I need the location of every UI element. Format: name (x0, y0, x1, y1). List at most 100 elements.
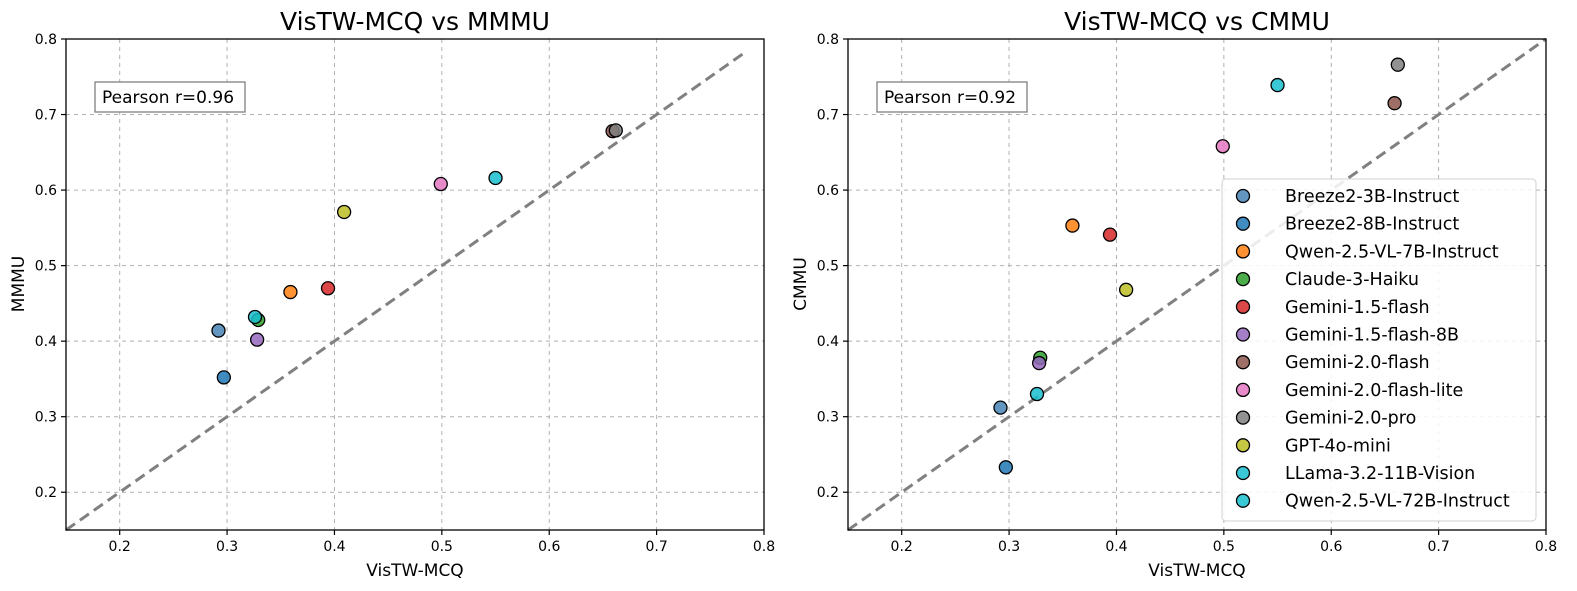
data-point (993, 400, 1008, 415)
legend-marker (1235, 188, 1251, 204)
legend-box (1221, 178, 1537, 522)
data-point (283, 284, 298, 300)
data-point (216, 370, 232, 385)
y-tick-label: 0.7 (817, 108, 839, 124)
legend-label: Qwen-2.5-VL-7B-Instruct (1285, 242, 1499, 262)
x-tick-label: 0.6 (538, 539, 560, 555)
legend-label: Gemini-1.5-flash (1285, 298, 1430, 318)
data-point (1102, 227, 1118, 242)
legend-marker (1235, 465, 1251, 481)
legend-label: Qwen-2.5-VL-72B-Instruct (1285, 492, 1510, 512)
x-tick-label: 0.5 (431, 539, 453, 555)
y-tick-label: 0.5 (817, 259, 839, 275)
plot-frame (847, 38, 1547, 531)
legend-marker (1235, 410, 1251, 425)
legend-marker (1235, 216, 1251, 231)
data-point (488, 170, 503, 186)
legend-label: Gemini-2.0-flash-lite (1285, 381, 1463, 401)
y-tick-label: 0.2 (817, 485, 839, 501)
legend-marker (1235, 438, 1251, 453)
y-tick-label: 0.5 (35, 259, 57, 275)
x-tick-label: 0.4 (323, 539, 345, 555)
data-point (320, 281, 336, 296)
data-point (1390, 57, 1405, 72)
data-point (247, 309, 263, 325)
reference-line (65, 52, 744, 532)
data-point (1387, 96, 1402, 111)
x-tick-label: 0.7 (645, 539, 667, 555)
data-point (1118, 282, 1134, 297)
legend-marker (1235, 244, 1251, 259)
y-tick-label: 0.7 (35, 108, 57, 124)
legend-label: Claude-3-Haiku (1285, 270, 1419, 290)
pearson-text: Pearson r=0.92 (884, 88, 1016, 108)
pearson-box (876, 81, 1028, 113)
legend-marker (1235, 327, 1251, 342)
points-layer (211, 123, 623, 385)
data-point (998, 460, 1014, 475)
ticks: 0.2 0.3 0.4 0.5 0.6 0.7 0.8 0.2 0.3 0.4 0.5 0.6 0.7 0… (817, 32, 1557, 555)
reference-line (847, 37, 1547, 532)
y-tick-label: 0.8 (817, 32, 839, 48)
legend-marker (1235, 299, 1251, 314)
data-point (1270, 77, 1285, 93)
pearson-box (94, 81, 246, 113)
y-tick-label: 0.2 (35, 485, 57, 501)
pearson-annotation: Pearson r=0.96 (94, 81, 246, 113)
y-tick-label: 0.6 (817, 183, 839, 199)
plot-frame (65, 38, 765, 531)
chart-title: VisTW-MCQ vs CMMU (1064, 7, 1330, 36)
data-point (433, 176, 448, 192)
data-point (1215, 139, 1230, 154)
y-tick-label: 0.4 (817, 334, 839, 350)
y-axis-label: MMMU (9, 256, 29, 312)
legend-label: GPT-4o-mini (1285, 436, 1391, 456)
x-tick-label: 0.5 (1213, 539, 1235, 555)
data-point (1029, 386, 1045, 402)
y-tick-label: 0.8 (35, 32, 57, 48)
x-tick-label: 0.3 (216, 539, 238, 555)
x-tick-label: 0.2 (891, 539, 913, 555)
y-axis-label: CMMU (791, 257, 811, 311)
legend-marker (1235, 355, 1251, 370)
x-axis-label: VisTW-MCQ (366, 561, 463, 581)
legend-label: LLama-3.2-11B-Vision (1285, 464, 1475, 484)
chart-mmmu: VisTW-MCQ vs MMMU VisTW-MCQ MMMU 0.2 0.3 0… (9, 7, 775, 581)
x-tick-label: 0.2 (109, 539, 131, 555)
legend: Breeze2-3B-Instruct Breeze2-8B-Instruct Qw… (1221, 178, 1537, 522)
x-tick-label: 0.8 (1535, 539, 1557, 555)
legend-marker (1235, 493, 1251, 508)
data-point (336, 204, 352, 220)
reference-line-layer (847, 37, 1547, 532)
pearson-annotation: Pearson r=0.92 (876, 81, 1028, 113)
data-point (1065, 218, 1080, 233)
grid (66, 39, 764, 530)
legend-label: Breeze2-3B-Instruct (1285, 187, 1459, 207)
data-point (249, 332, 265, 347)
ticks: 0.2 0.3 0.4 0.5 0.6 0.7 0.8 0.2 0.3 0.4 0.5 0.6 0.7 0… (35, 32, 775, 555)
y-tick-label: 0.3 (817, 410, 839, 426)
x-tick-label: 0.8 (753, 539, 775, 555)
y-tick-label: 0.6 (35, 183, 57, 199)
x-tick-label: 0.3 (998, 539, 1020, 555)
y-tick-label: 0.3 (35, 410, 57, 426)
y-tick-label: 0.4 (35, 334, 57, 350)
data-point (211, 323, 226, 338)
chart-title: VisTW-MCQ vs MMMU (280, 7, 550, 36)
pearson-text: Pearson r=0.96 (102, 88, 234, 108)
x-tick-label: 0.6 (1320, 539, 1342, 555)
legend-label: Gemini-2.0-flash (1285, 353, 1430, 373)
chart-cmmu: VisTW-MCQ vs CMMU VisTW-MCQ CMMU 0.2 0.3 0… (791, 7, 1557, 581)
data-point (1031, 355, 1047, 371)
legend-label: Breeze2-8B-Instruct (1285, 215, 1459, 235)
data-point (608, 123, 623, 138)
reference-line-layer (65, 52, 744, 532)
x-axis-label: VisTW-MCQ (1148, 561, 1245, 581)
legend-label: Gemini-1.5-flash-8B (1285, 326, 1459, 346)
legend-marker (1235, 271, 1251, 287)
x-tick-label: 0.4 (1105, 539, 1127, 555)
legend-marker (1235, 382, 1251, 398)
x-tick-label: 0.7 (1427, 539, 1449, 555)
points-layer (993, 57, 1405, 475)
